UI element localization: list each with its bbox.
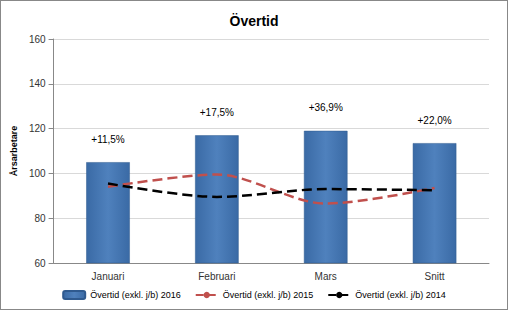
svg-text:Övertid (exkl. j/b) 2015: Övertid (exkl. j/b) 2015 xyxy=(223,290,314,300)
svg-text:Årsarbetare: Årsarbetare xyxy=(9,126,19,177)
svg-text:140: 140 xyxy=(29,78,46,89)
svg-text:+22,0%: +22,0% xyxy=(417,115,451,126)
svg-text:Övertid (exkl. j/b) 2014: Övertid (exkl. j/b) 2014 xyxy=(355,290,446,300)
svg-text:Snitt: Snitt xyxy=(425,271,445,282)
svg-text:+36,9%: +36,9% xyxy=(309,102,343,113)
svg-text:Övertid (exkl. j/b) 2016: Övertid (exkl. j/b) 2016 xyxy=(90,290,181,300)
svg-text:100: 100 xyxy=(29,168,46,179)
svg-text:+11,5%: +11,5% xyxy=(91,134,125,145)
svg-text:160: 160 xyxy=(29,34,46,45)
svg-text:Februari: Februari xyxy=(198,271,235,282)
svg-text:Mars: Mars xyxy=(315,271,337,282)
svg-text:120: 120 xyxy=(29,123,46,134)
svg-text:+17,5%: +17,5% xyxy=(200,107,234,118)
svg-text:80: 80 xyxy=(34,213,46,224)
svg-text:60: 60 xyxy=(34,258,46,269)
svg-text:Övertid: Övertid xyxy=(229,13,278,29)
svg-text:Januari: Januari xyxy=(92,271,125,282)
